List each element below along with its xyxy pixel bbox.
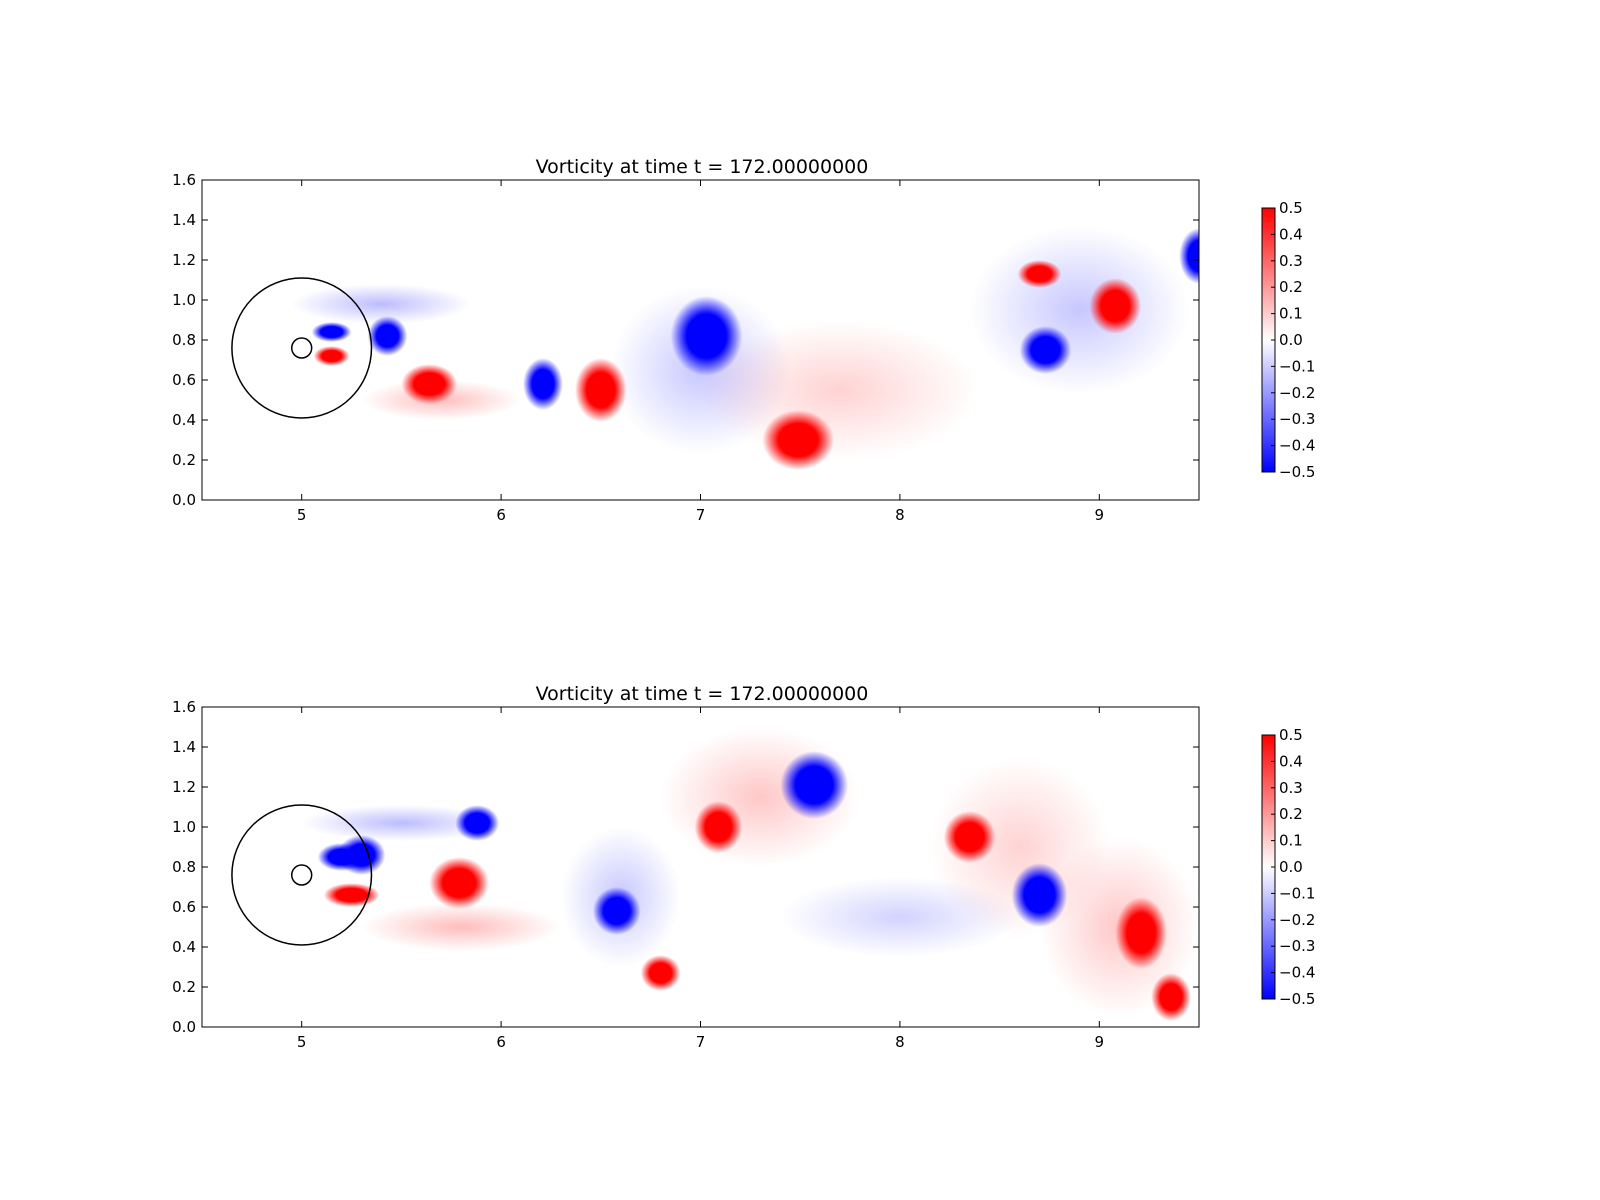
vorticity-panel-top: Vorticity at time t = 172.00000000 5 6 7 8 9… bbox=[172, 156, 1315, 524]
colorbar-tick-label: −0.1 bbox=[1279, 884, 1315, 902]
positive-vortex bbox=[574, 358, 627, 422]
negative-vortex bbox=[670, 296, 743, 376]
vorticity-filament bbox=[700, 320, 980, 460]
vorticity-field bbox=[202, 180, 1199, 500]
y-tick-label: 1.6 bbox=[172, 171, 196, 189]
y-tick-label: 0.8 bbox=[172, 858, 196, 876]
y-tick-label: 1.4 bbox=[172, 738, 196, 756]
x-tick-label: 7 bbox=[696, 506, 706, 524]
x-tick-label: 8 bbox=[895, 506, 905, 524]
y-tick-label: 1.6 bbox=[172, 698, 196, 716]
panel-title: Vorticity at time t = 172.00000000 bbox=[536, 156, 869, 178]
cylinder-circle bbox=[290, 337, 313, 359]
y-tick-label: 1.0 bbox=[172, 818, 196, 836]
colorbar-tick-label: 0.4 bbox=[1279, 225, 1303, 243]
colorbar-tick-label: −0.3 bbox=[1279, 937, 1315, 955]
y-tick-label: 0.6 bbox=[172, 898, 196, 916]
y-tick-label: 1.4 bbox=[172, 211, 196, 229]
negative-vortex bbox=[1011, 863, 1068, 927]
colorbar-tick-label: −0.3 bbox=[1279, 410, 1315, 428]
colorbar-tick-label: 0.5 bbox=[1279, 199, 1303, 217]
negative-vortex bbox=[337, 835, 386, 875]
positive-vortex bbox=[1017, 260, 1062, 288]
positive-vortex bbox=[323, 883, 380, 907]
y-tick-label: 0.8 bbox=[172, 331, 196, 349]
positive-vortex bbox=[694, 801, 743, 853]
negative-vortex bbox=[311, 322, 352, 342]
colorbar-tick-label: 0.2 bbox=[1279, 805, 1303, 823]
colorbar-tick-label: 0.3 bbox=[1279, 252, 1303, 270]
negative-vortex bbox=[1019, 326, 1072, 374]
vorticity-panel-bottom: Vorticity at time t = 172.00000000 5 6 7 8 9… bbox=[172, 683, 1315, 1051]
y-tick-label: 1.2 bbox=[172, 778, 196, 796]
negative-vortex bbox=[780, 751, 849, 819]
negative-vortex bbox=[1179, 228, 1199, 284]
negative-vortex bbox=[592, 887, 641, 935]
x-tick-label: 9 bbox=[1095, 506, 1105, 524]
positive-vortex bbox=[1115, 897, 1168, 969]
vorticity-field bbox=[202, 707, 1199, 1027]
negative-vortex bbox=[523, 358, 563, 410]
negative-vortex bbox=[455, 805, 500, 841]
cylinder-outlines bbox=[231, 804, 373, 946]
colorbar-tick-label: −0.2 bbox=[1279, 911, 1315, 929]
positive-vortex bbox=[1151, 973, 1192, 1021]
y-tick-label: 1.2 bbox=[172, 251, 196, 269]
positive-vortex bbox=[762, 410, 835, 470]
colorbar-tick-label: 0.5 bbox=[1279, 726, 1303, 744]
colorbar-tick-label: −0.5 bbox=[1279, 463, 1315, 481]
colorbar-tick-label: 0.3 bbox=[1279, 779, 1303, 797]
colorbar-tick-label: 0.4 bbox=[1279, 752, 1303, 770]
colorbar-tick-label: −0.4 bbox=[1279, 964, 1315, 982]
colorbar-tick-label: 0.0 bbox=[1279, 858, 1303, 876]
x-tick-label: 5 bbox=[297, 1033, 307, 1051]
positive-vortex bbox=[943, 811, 996, 863]
cylinder-outlines bbox=[231, 277, 373, 419]
positive-vortex bbox=[313, 346, 350, 366]
positive-vortex bbox=[401, 364, 458, 404]
cylinder-circle bbox=[231, 277, 373, 419]
y-tick-label: 0.0 bbox=[172, 491, 196, 509]
vorticity-filament bbox=[301, 805, 502, 841]
colorbar-tick-label: 0.1 bbox=[1279, 832, 1303, 850]
cylinder-circle bbox=[290, 864, 313, 886]
y-axis-ticks: 0.0 0.2 0.4 0.6 0.8 1.0 1.2 1.4 1.6 bbox=[172, 698, 1199, 1036]
x-tick-label: 8 bbox=[895, 1033, 905, 1051]
positive-vortex bbox=[640, 955, 681, 991]
y-tick-label: 0.2 bbox=[172, 451, 196, 469]
colorbar: 0.5 0.4 0.3 0.2 0.1 0.0 −0.1 −0.2 −0.3 −0.4 −0.5 bbox=[1261, 726, 1315, 1008]
positive-vortex bbox=[429, 857, 490, 909]
positive-vortex bbox=[1089, 278, 1142, 334]
colorbar-tick-label: −0.4 bbox=[1279, 437, 1315, 455]
colorbar-tick-label: −0.1 bbox=[1279, 357, 1315, 375]
x-tick-label: 5 bbox=[297, 506, 307, 524]
x-tick-label: 6 bbox=[496, 1033, 506, 1051]
y-tick-label: 1.0 bbox=[172, 291, 196, 309]
vorticity-filament bbox=[291, 284, 472, 324]
cylinder-circle bbox=[231, 804, 373, 946]
y-tick-label: 0.2 bbox=[172, 978, 196, 996]
vorticity-filament bbox=[361, 903, 561, 951]
x-tick-label: 7 bbox=[696, 1033, 706, 1051]
colorbar-tick-label: 0.1 bbox=[1279, 305, 1303, 323]
x-axis-ticks: 5 6 7 8 9 bbox=[297, 707, 1104, 1051]
colorbar-tick-label: −0.2 bbox=[1279, 384, 1315, 402]
vorticity-filament bbox=[780, 877, 1020, 957]
y-tick-label: 0.6 bbox=[172, 371, 196, 389]
negative-vortex bbox=[367, 316, 408, 356]
colorbar-tick-label: 0.0 bbox=[1279, 331, 1303, 349]
y-axis-ticks: 0.0 0.2 0.4 0.6 0.8 1.0 1.2 1.4 1.6 bbox=[172, 171, 1199, 509]
colorbar-tick-label: 0.2 bbox=[1279, 278, 1303, 296]
x-tick-label: 9 bbox=[1095, 1033, 1105, 1051]
vorticity-filament bbox=[969, 226, 1190, 394]
x-axis-ticks: 5 6 7 8 9 bbox=[297, 180, 1104, 524]
x-tick-label: 6 bbox=[496, 506, 506, 524]
colorbar-tick-label: −0.5 bbox=[1279, 990, 1315, 1008]
y-tick-label: 0.0 bbox=[172, 1018, 196, 1036]
panel-title: Vorticity at time t = 172.00000000 bbox=[536, 683, 869, 705]
y-tick-label: 0.4 bbox=[172, 411, 196, 429]
y-tick-label: 0.4 bbox=[172, 938, 196, 956]
colorbar: 0.5 0.4 0.3 0.2 0.1 0.0 −0.1 −0.2 −0.3 −0.4 −0.5 bbox=[1261, 199, 1315, 481]
